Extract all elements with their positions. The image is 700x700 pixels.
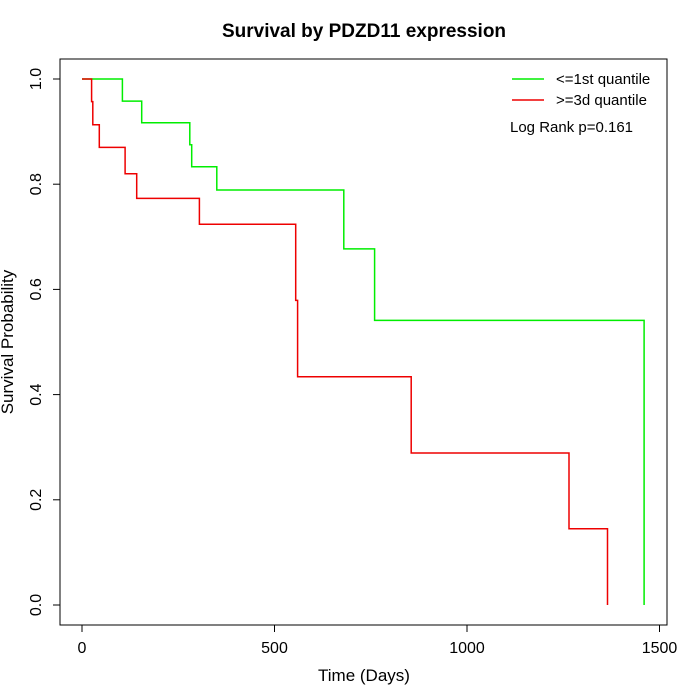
y-tick-label: 0.8 [28, 173, 45, 195]
y-tick-label: 0.0 [28, 594, 45, 616]
y-tick-label: 0.6 [28, 278, 45, 300]
series-line-low-expression [82, 78, 645, 605]
plot-frame [59, 58, 668, 626]
x-tick-label: 1500 [642, 640, 678, 657]
legend: <=1st quantile >=3d quantile [512, 71, 650, 109]
x-axis-label: Time (Days) [318, 666, 410, 685]
x-tick-label: 500 [261, 640, 288, 657]
series-line-high-expression [82, 78, 609, 605]
log-rank-annotation: Log Rank p=0.161 [510, 119, 633, 136]
legend-label-low: <=1st quantile [556, 71, 650, 88]
x-tick-label: 1000 [449, 640, 485, 657]
legend-label-high: >=3d quantile [556, 92, 647, 109]
y-tick-label: 1.0 [28, 68, 45, 90]
chart-title: Survival by PDZD11 expression [222, 21, 506, 42]
x-tick-label: 0 [78, 640, 87, 657]
series-layer [82, 78, 645, 605]
x-axis: 0 500 1000 1500 [78, 624, 678, 657]
y-axis-label: Survival Probability [0, 269, 17, 414]
y-tick-label: 0.4 [28, 383, 45, 405]
y-tick-label: 0.2 [28, 489, 45, 511]
y-axis: 0.0 0.2 0.4 0.6 0.8 1.0 [28, 68, 61, 616]
